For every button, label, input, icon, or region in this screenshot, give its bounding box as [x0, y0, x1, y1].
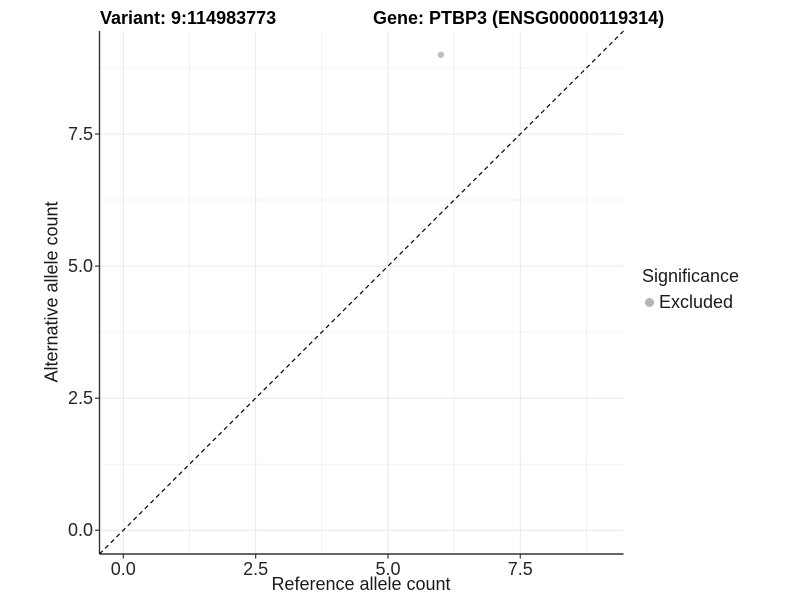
x-tick-label: 7.5: [507, 559, 533, 579]
y-tick-label: 0.0: [67, 520, 93, 541]
y-axis-title: Alternative allele count: [41, 201, 62, 383]
x-axis-title: Reference allele count: [271, 574, 451, 594]
legend: Significance Excluded: [642, 266, 739, 313]
x-tick-label: 5.0: [375, 559, 401, 579]
plot-title-variant: Variant: 9:114983773: [100, 8, 277, 28]
x-tick-label: 0.0: [110, 559, 136, 579]
y-tick-label: 7.5: [67, 124, 93, 144]
y-tick-label: 5.0: [67, 256, 93, 277]
data-point: [437, 51, 445, 58]
identity-reference-line: [99, 30, 624, 555]
y-tick-label: 2.5: [67, 388, 93, 409]
plot-title-gene: Gene: PTBP3 (ENSG00000119314): [373, 8, 665, 28]
legend-entry-label: Excluded: [659, 292, 734, 312]
legend-point-swatch-icon: [645, 298, 654, 307]
legend-title: Significance: [642, 266, 740, 286]
legend-entry-excluded: Excluded: [642, 292, 739, 313]
x-tick-label: 2.5: [243, 559, 269, 579]
